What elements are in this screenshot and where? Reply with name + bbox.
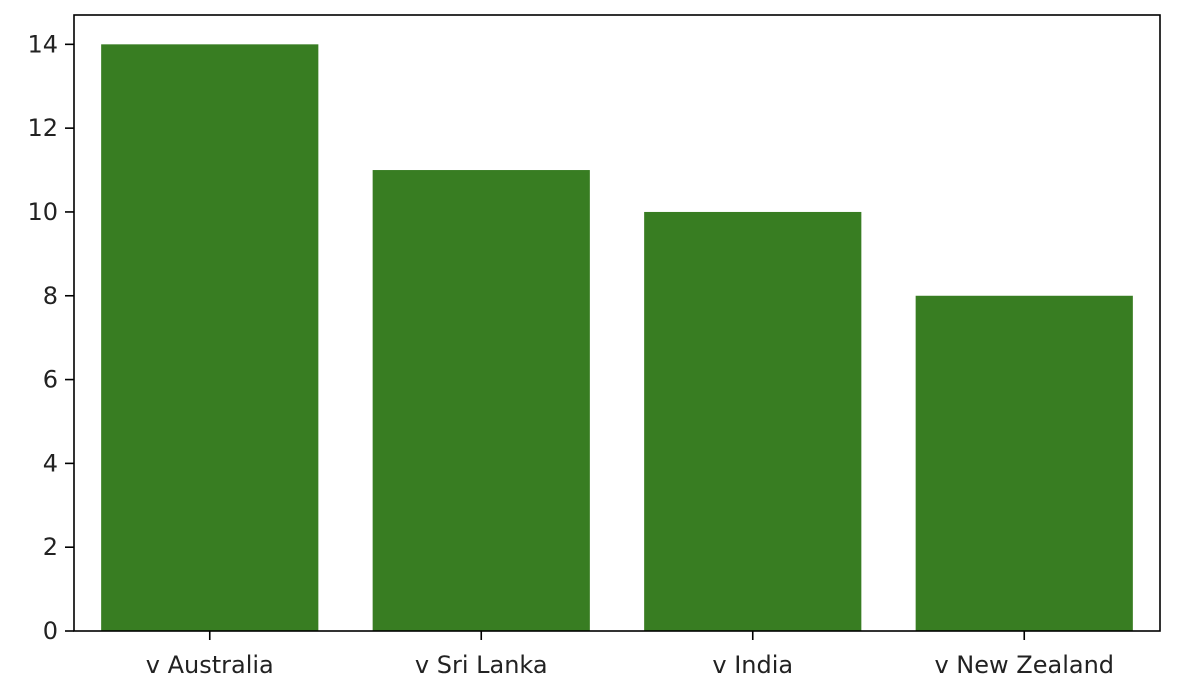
- y-tick-label: 0: [43, 617, 58, 645]
- ticks-layer: 0 2 4 6 8 10 12 14 v Australia v Sri Lanka v India…: [27, 30, 1114, 679]
- y-tick-label: 14: [27, 30, 58, 58]
- y-tick-label: 4: [43, 449, 58, 477]
- y-tick-label: 8: [43, 282, 58, 310]
- bar-v-australia: [101, 44, 319, 632]
- bar-v-sri-lanka: [372, 170, 590, 632]
- y-tick-label: 6: [43, 366, 58, 394]
- x-tick-label: v Sri Lanka: [415, 651, 548, 679]
- axes-layer: [73, 14, 1161, 632]
- x-tick-label: v New Zealand: [934, 651, 1114, 679]
- x-tick-label: v Australia: [146, 651, 274, 679]
- y-tick-label: 12: [27, 114, 58, 142]
- bars-layer: [101, 44, 1133, 632]
- bar-v-new-zealand: [915, 295, 1133, 631]
- y-tick-label: 10: [27, 198, 58, 226]
- x-tick-label: v India: [712, 651, 793, 679]
- plot-frame: [73, 14, 1161, 632]
- y-tick-label: 2: [43, 533, 58, 561]
- bar-v-india: [644, 211, 862, 631]
